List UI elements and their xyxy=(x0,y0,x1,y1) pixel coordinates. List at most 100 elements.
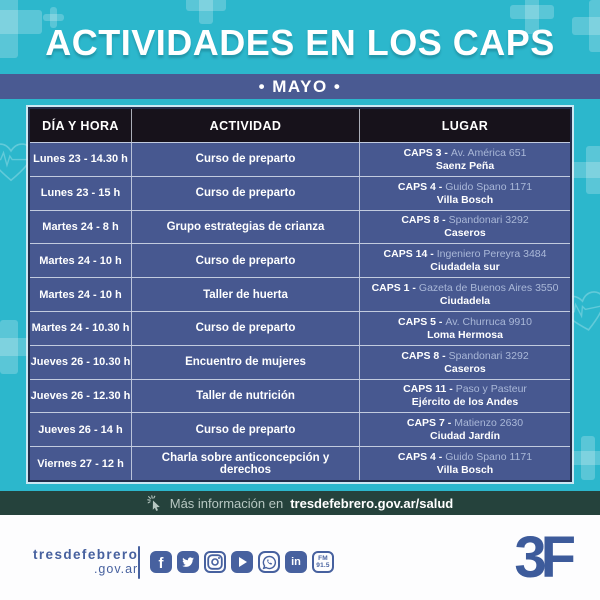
cell-lugar: CAPS 4 - Guido Spano 1171 Villa Bosch xyxy=(360,447,570,480)
plus-icon xyxy=(566,436,600,480)
table-row: Martes 24 - 10.30 h Curso de preparto CA… xyxy=(30,310,570,345)
linkedin-glyph: in xyxy=(291,555,301,568)
lugar-line1: CAPS 1 - Gazeta de Buenos Aires 3550 xyxy=(372,282,559,295)
cell-lugar: CAPS 14 - Ingeniero Pereyra 3484 Ciudadel… xyxy=(360,244,570,277)
site-name: tresdefebrero .gov.ar xyxy=(33,548,139,577)
caps-address: Guido Spano 1171 xyxy=(445,180,533,193)
caps-address: Av. América 651 xyxy=(450,146,527,159)
lugar-line1: CAPS 4 - Guido Spano 1171 xyxy=(398,181,532,194)
cell-lugar: CAPS 4 - Guido Spano 1171 Villa Bosch xyxy=(360,177,570,210)
cell-dia-hora: Jueves 26 - 14 h xyxy=(38,423,123,436)
table-row: Martes 24 - 10 h Curso de preparto CAPS … xyxy=(30,243,570,278)
caps-locality: Caseros xyxy=(444,362,486,375)
month-label: • MAYO • xyxy=(258,76,342,96)
cell-actividad: Encuentro de mujeres xyxy=(131,345,360,379)
cell-actividad: Grupo estrategias de crianza xyxy=(131,210,360,244)
caps-address: Guido Spano 1171 xyxy=(445,451,533,464)
caps-locality: Saenz Peña xyxy=(435,159,495,172)
lugar-line1: CAPS 8 - Spandonari 3292 xyxy=(401,214,528,227)
info-bar: Más información en tresdefebrero.gov.ar/… xyxy=(0,491,600,515)
caps-address: Spandonari 3292 xyxy=(448,214,529,227)
caps-name: CAPS 8 - xyxy=(401,349,446,362)
cell-actividad: Curso de preparto xyxy=(131,413,360,447)
caps-locality: Villa Bosch xyxy=(436,193,494,206)
cell-dia-hora: Martes 24 - 10 h xyxy=(39,288,122,301)
plus-icon xyxy=(570,146,600,194)
caps-locality: Ciudad Jardín xyxy=(429,430,500,443)
info-text: Más información en xyxy=(169,495,284,511)
cell-actividad: Taller de nutrición xyxy=(131,379,360,413)
caps-locality: Ciudadela xyxy=(439,295,491,308)
caps-locality: Caseros xyxy=(444,227,486,240)
table-row: Jueves 26 - 12.30 h Taller de nutrición … xyxy=(30,378,570,413)
table-row: Lunes 23 - 14.30 h Curso de preparto CAP… xyxy=(30,142,570,176)
table-row: Lunes 23 - 15 h Curso de preparto CAPS 4… xyxy=(30,175,570,210)
cell-dia-hora: Lunes 23 - 14.30 h xyxy=(33,153,128,166)
plus-icon xyxy=(43,7,64,28)
caps-name: CAPS 4 - xyxy=(397,180,443,193)
caps-address: Gazeta de Buenos Aires 3550 xyxy=(418,282,559,295)
facebook-glyph: f xyxy=(158,554,164,572)
plus-icon xyxy=(572,0,600,52)
facebook-icon[interactable]: f xyxy=(150,551,172,573)
cell-lugar: CAPS 7 - Matienzo 2630 Ciudad Jardín xyxy=(360,413,570,446)
table-row: Jueves 26 - 14 h Curso de preparto CAPS … xyxy=(30,412,570,447)
cell-dia-hora: Martes 24 - 10 h xyxy=(39,254,122,267)
caps-name: CAPS 14 - xyxy=(383,248,434,261)
social-icons: f in FM 91.5 xyxy=(150,551,334,573)
table-row: Jueves 26 - 10.30 h Encuentro de mujeres… xyxy=(30,344,570,379)
table-row: Viernes 27 - 12 h Charla sobre anticonce… xyxy=(30,446,570,480)
cell-lugar: CAPS 8 - Spandonari 3292 Caseros xyxy=(360,346,570,379)
cell-actividad: Curso de preparto xyxy=(131,176,360,210)
plus-icon xyxy=(0,320,36,374)
lugar-line1: CAPS 4 - Guido Spano 1171 xyxy=(398,451,532,464)
linkedin-icon[interactable]: in xyxy=(285,551,307,573)
cell-dia-hora: Jueves 26 - 12.30 h xyxy=(30,389,131,402)
lugar-line1: CAPS 8 - Spandonari 3292 xyxy=(401,350,528,363)
caps-locality: Ejército de los Andes xyxy=(411,396,519,409)
caps-name: CAPS 5 - xyxy=(398,315,443,328)
site-name-domain: .gov.ar xyxy=(93,562,139,576)
caps-locality: Ciudadela sur xyxy=(430,261,500,274)
click-cursor-icon xyxy=(147,495,160,511)
cell-actividad: Charla sobre anticoncepción y derechos xyxy=(131,447,360,480)
fm-radio-icon[interactable]: FM 91.5 xyxy=(312,551,334,573)
caps-name: CAPS 11 - xyxy=(403,383,453,396)
cell-actividad: Curso de preparto xyxy=(131,311,360,345)
lugar-line1: CAPS 7 - Matienzo 2630 xyxy=(407,417,523,430)
cell-actividad: Taller de huerta xyxy=(131,278,360,311)
cell-lugar: CAPS 5 - Av. Churruca 9910 Loma Hermosa xyxy=(360,312,570,345)
caps-locality: Villa Bosch xyxy=(436,464,494,477)
footer: tresdefebrero .gov.ar f in FM 91.5 3F xyxy=(0,515,600,600)
twitter-icon[interactable] xyxy=(177,551,199,573)
plus-icon xyxy=(0,0,42,58)
caps-address: Av. Churruca 9910 xyxy=(445,315,532,328)
play-glyph xyxy=(239,557,247,567)
caps-address: Ingeniero Pereyra 3484 xyxy=(436,248,547,261)
table-header-row: DÍA Y HORA ACTIVIDAD LUGAR xyxy=(30,109,570,142)
col-header-dia-hora: DÍA Y HORA xyxy=(42,118,119,133)
lugar-line1: CAPS 5 - Av. Churruca 9910 xyxy=(398,316,532,329)
fm-frequency: 91.5 xyxy=(316,562,330,569)
col-header-actividad: ACTIVIDAD xyxy=(131,109,360,142)
instagram-icon[interactable] xyxy=(204,551,226,573)
cell-actividad: Curso de preparto xyxy=(131,244,360,278)
plus-icon xyxy=(186,0,226,24)
info-link[interactable]: tresdefebrero.gov.ar/salud xyxy=(290,495,454,511)
divider xyxy=(138,546,140,579)
youtube-icon[interactable] xyxy=(231,551,253,573)
whatsapp-icon[interactable] xyxy=(258,551,280,573)
table-row: Martes 24 - 8 h Grupo estrategias de cri… xyxy=(30,209,570,244)
caps-name: CAPS 3 - xyxy=(403,146,448,159)
lugar-line1: CAPS 14 - Ingeniero Pereyra 3484 xyxy=(384,248,547,261)
cell-lugar: CAPS 11 - Paso y Pasteur Ejército de los … xyxy=(360,380,570,413)
cell-lugar: CAPS 3 - Av. América 651 Saenz Peña xyxy=(360,143,570,176)
cell-dia-hora: Viernes 27 - 12 h xyxy=(37,457,124,470)
caps-address: Paso y Pasteur xyxy=(455,383,527,396)
cell-actividad: Curso de preparto xyxy=(131,143,360,176)
caps-address: Matienzo 2630 xyxy=(454,417,524,430)
plus-icon xyxy=(510,0,554,34)
cell-dia-hora: Martes 24 - 8 h xyxy=(42,220,119,233)
caps-locality: Loma Hermosa xyxy=(427,328,503,341)
